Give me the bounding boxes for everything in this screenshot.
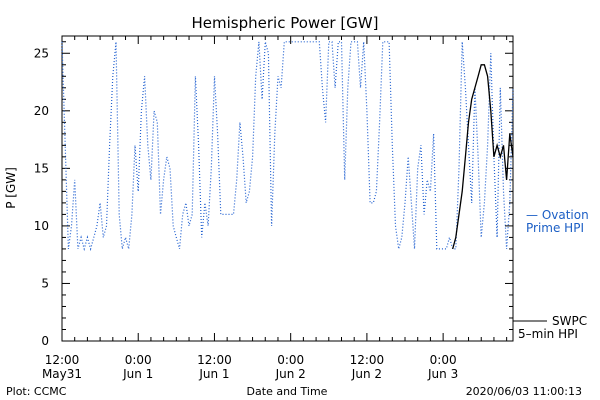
legend-ovation-line2: Prime HPI (526, 221, 584, 235)
y-axis-label: P [GW] (4, 167, 18, 209)
x-tick-label-time: 0:00 (125, 353, 152, 367)
x-tick-label-time: 0:00 (277, 353, 304, 367)
x-tick-label-date: Jun 2 (351, 367, 382, 381)
y-tick-label: 20 (34, 104, 49, 118)
footer-timestamp: 2020/06/03 11:00:13 (466, 385, 582, 398)
footer-plot-credit: Plot: CCMC (6, 385, 67, 398)
y-tick-label: 5 (41, 276, 49, 290)
y-tick-label: 15 (34, 161, 49, 175)
x-tick-label-date: Jun 1 (122, 367, 153, 381)
x-tick-label-time: 0:00 (430, 353, 457, 367)
x-tick-label-date: May31 (42, 367, 82, 381)
legend-swpc-line2: 5–min HPI (518, 327, 578, 341)
y-tick-label: 0 (41, 334, 49, 348)
x-tick-label-date: Jun 2 (275, 367, 306, 381)
plot-frame (61, 35, 514, 342)
chart-title: Hemispheric Power [GW] (192, 14, 379, 32)
x-axis-label: Date and Time (247, 385, 328, 398)
legend-ovation-line1: — Ovation (526, 208, 589, 222)
x-tick-label-date: Jun 1 (198, 367, 229, 381)
ovation-series-line (61, 41, 514, 252)
x-tick-label-time: 12:00 (350, 353, 385, 367)
x-tick-label-time: 12:00 (197, 353, 232, 367)
x-tick-label-date: Jun 3 (427, 367, 458, 381)
x-tick-label-time: 12:00 (45, 353, 80, 367)
legend-swpc-line1: SWPC (552, 314, 587, 328)
y-tick-label: 10 (34, 219, 49, 233)
y-tick-label: 25 (34, 46, 49, 60)
swpc-series-line (452, 64, 514, 250)
